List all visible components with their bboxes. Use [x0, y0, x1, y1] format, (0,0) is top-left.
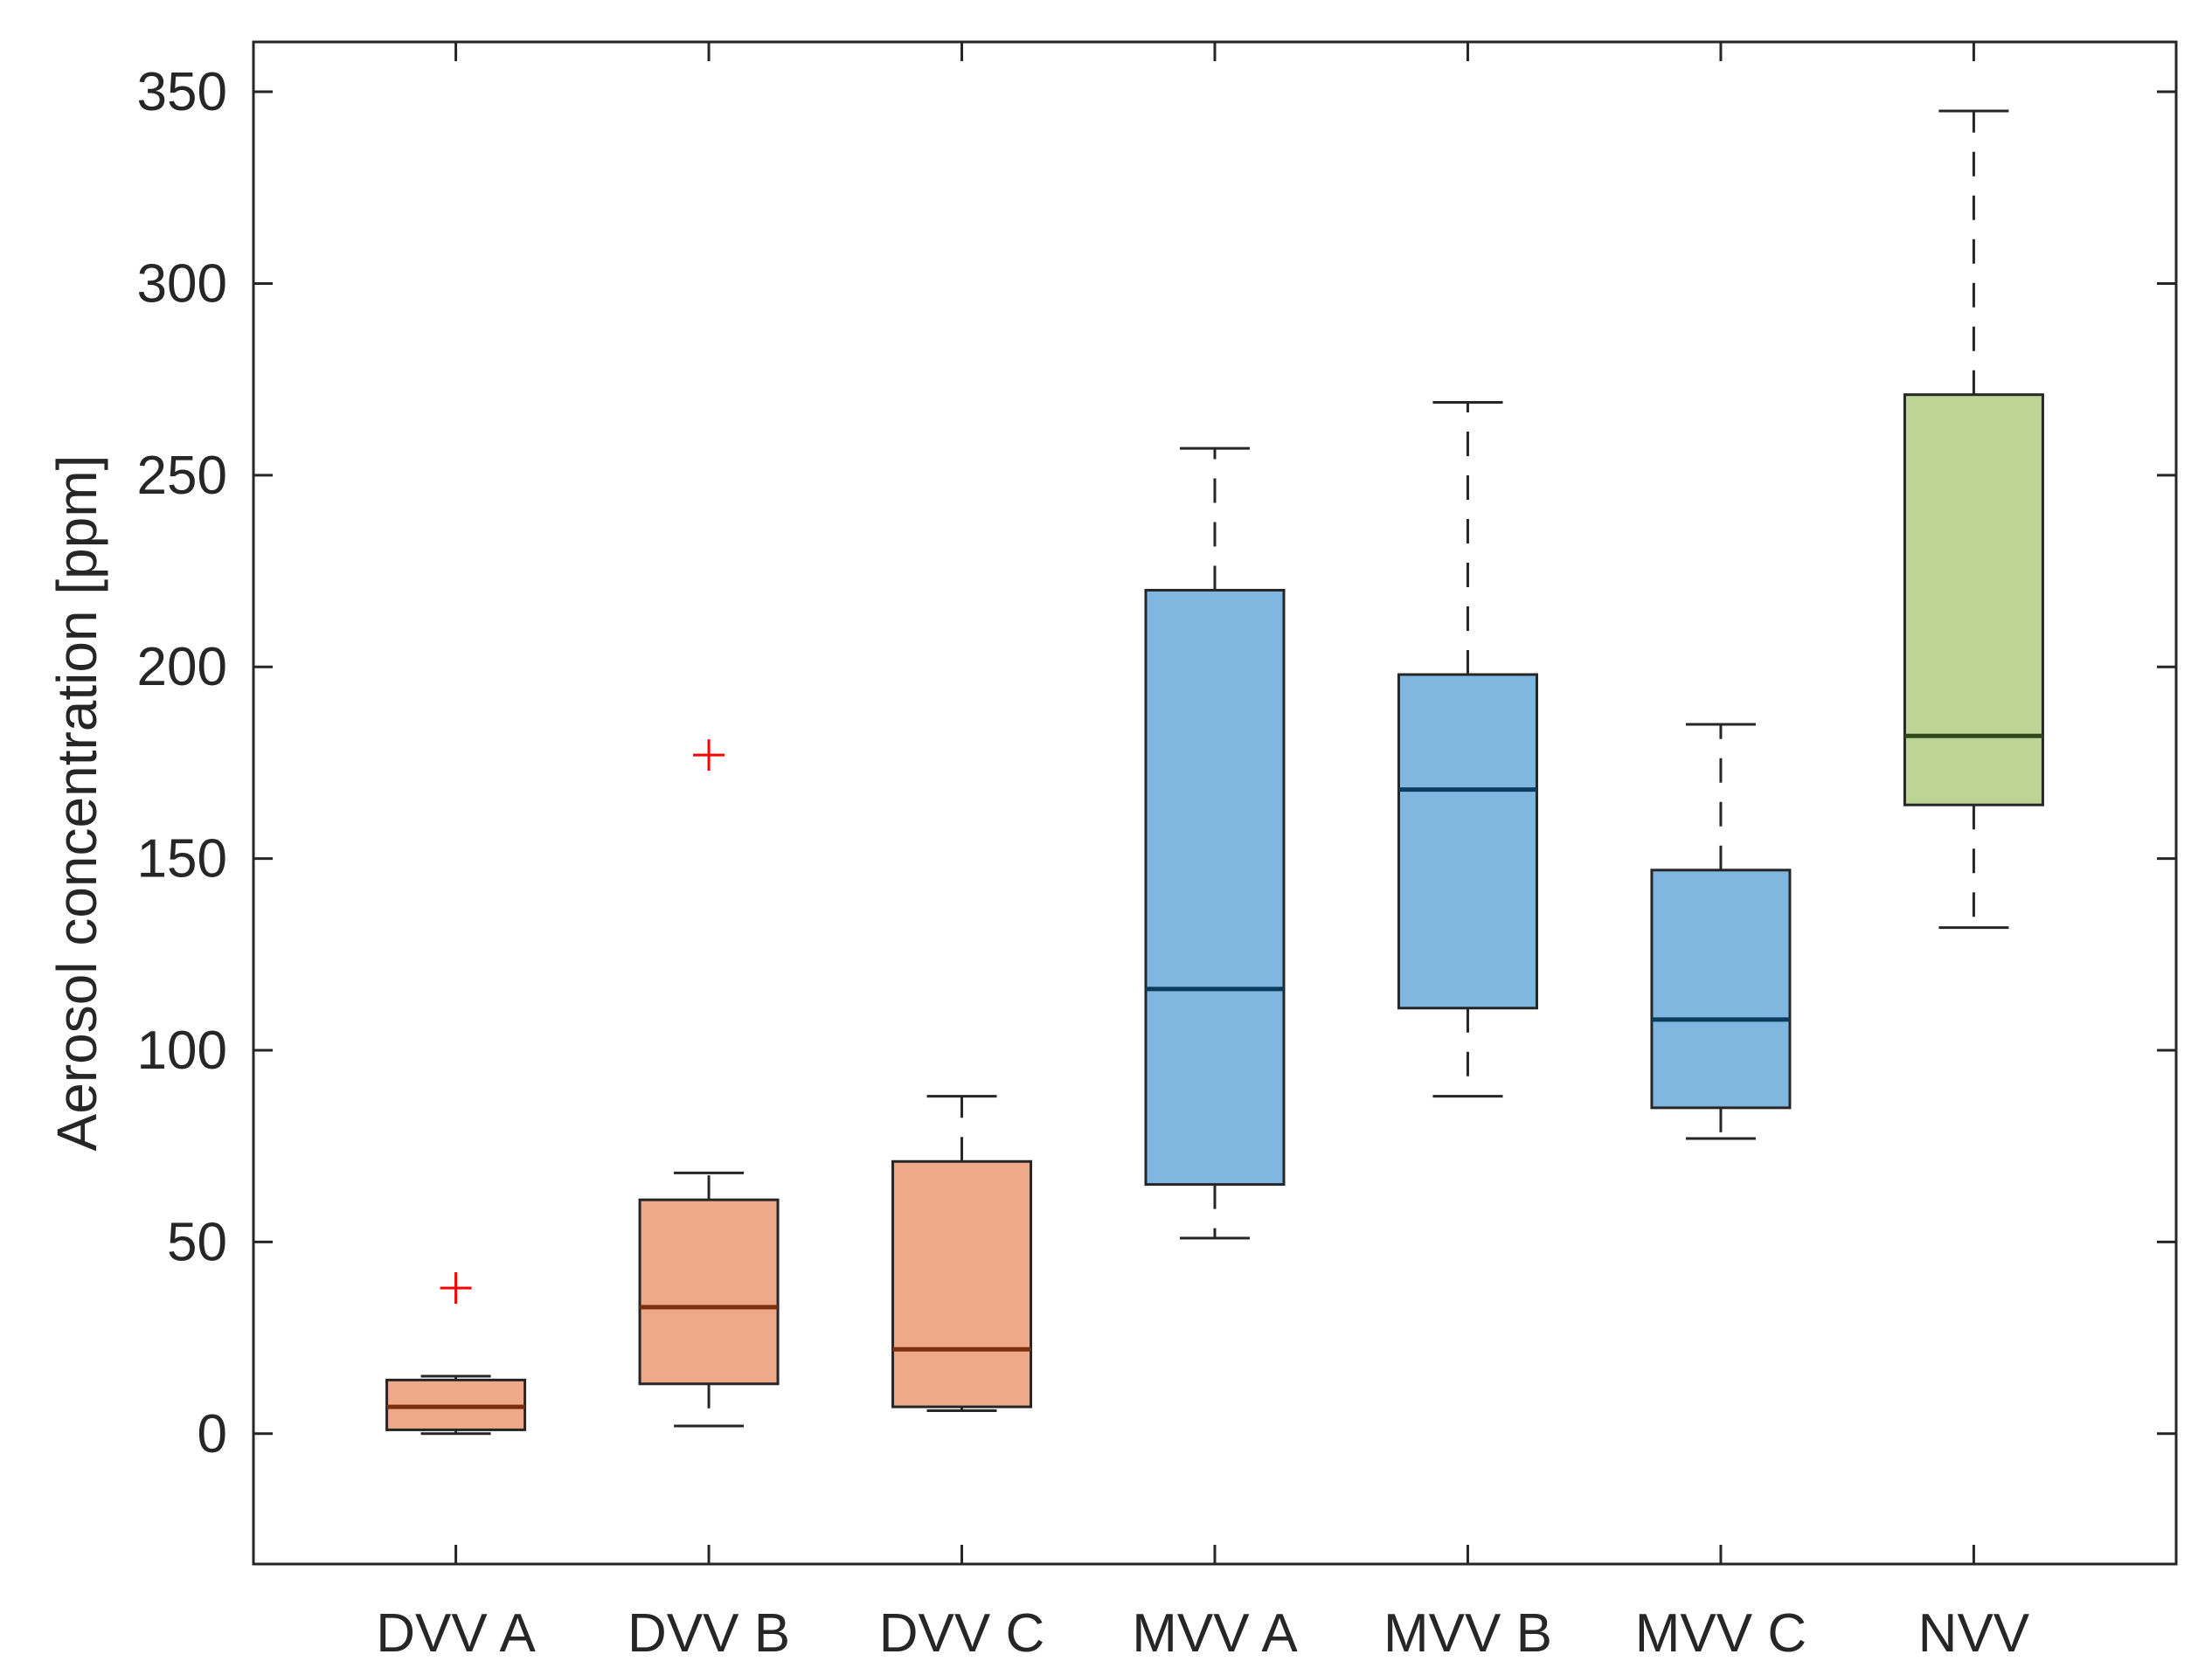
y-tick-label: 50 [167, 1212, 227, 1272]
x-tick-label: MVV B [1383, 1603, 1552, 1664]
y-tick-label: 200 [137, 637, 227, 697]
y-tick-label: 300 [137, 253, 227, 314]
plot-area: 0 50 100 150 200 250 300 350 DVV A DVV B DVV C MVV … [137, 40, 2178, 1664]
box-iqr [638, 1198, 780, 1386]
y-tick-label: 100 [137, 1021, 227, 1081]
x-tick-label: DVV C [879, 1603, 1044, 1664]
y-tick-label: 0 [198, 1404, 227, 1464]
y-axis-label: Aerosol concentration [ppm] [45, 455, 108, 1152]
y-tick-label: 250 [137, 446, 227, 506]
box-iqr [1397, 673, 1538, 1010]
x-tick-label: DVV A [376, 1603, 536, 1664]
box-iqr [891, 1159, 1033, 1409]
x-tick-label: NVV [1918, 1603, 2030, 1664]
y-tick-label: 350 [137, 62, 227, 122]
box-iqr [1144, 588, 1286, 1187]
y-tick-label: 150 [137, 829, 227, 889]
x-tick-label: MVV A [1132, 1603, 1298, 1664]
x-tick-label: MVV C [1635, 1603, 1806, 1664]
box-iqr [1903, 393, 2044, 806]
box-iqr [1650, 869, 1792, 1110]
x-tick-label: DVV B [628, 1603, 790, 1664]
